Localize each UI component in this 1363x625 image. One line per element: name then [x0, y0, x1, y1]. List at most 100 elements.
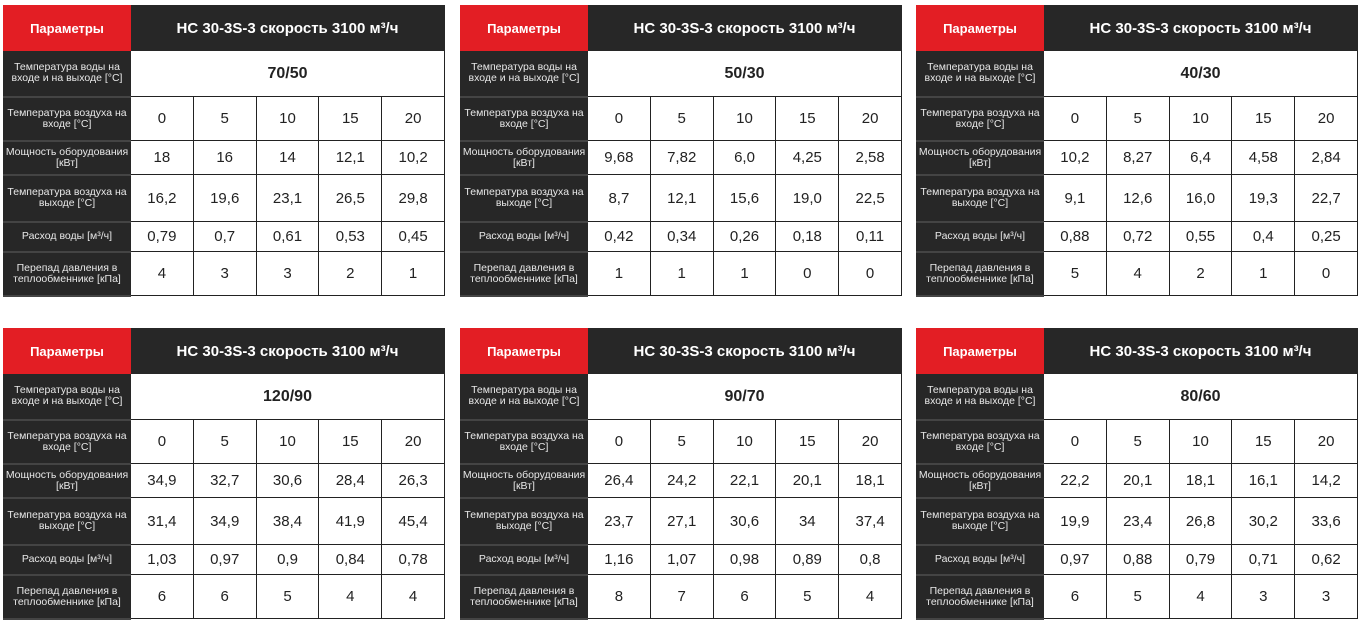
- params-header: Параметры: [916, 328, 1044, 374]
- cell-flow: 0,71: [1231, 544, 1296, 575]
- cell-air_out: 9,1: [1043, 174, 1107, 222]
- cell-flow: 0,79: [1168, 544, 1233, 575]
- cell-air_out: 30,6: [712, 497, 777, 545]
- cell-power: 10,2: [381, 140, 445, 175]
- row-label-pressure: Перепад давления в теплообменнике [кПа]: [3, 574, 131, 620]
- cell-flow: 0,89: [775, 544, 840, 575]
- row-label-water-temp: Температура воды на входе и на выходе [°…: [3, 50, 131, 98]
- spec-table: Параметры НС 30-3S-3 скорость 3100 м³/ч Те…: [916, 5, 1358, 297]
- row-label-air_in: Температура воздуха на входе [°C]: [3, 96, 131, 142]
- cell-air_in: 15: [318, 96, 383, 141]
- row-label-air_out: Температура воздуха на выходе [°C]: [460, 497, 588, 546]
- cell-air_in: 10: [1168, 96, 1233, 141]
- cell-power: 14: [255, 140, 320, 175]
- cell-flow: 0,7: [192, 221, 257, 252]
- cell-air_in: 5: [1105, 96, 1170, 141]
- cell-power: 18: [130, 140, 194, 175]
- cell-flow: 0,88: [1043, 221, 1107, 252]
- water-temp-value: 50/30: [587, 50, 902, 97]
- cell-flow: 0,26: [712, 221, 777, 252]
- cell-flow: 0,9: [255, 544, 320, 575]
- cell-flow: 0,25: [1294, 221, 1358, 252]
- cell-air_out: 41,9: [318, 497, 383, 545]
- cell-power: 12,1: [318, 140, 383, 175]
- cell-air_out: 16,2: [130, 174, 194, 222]
- cell-flow: 0,45: [381, 221, 445, 252]
- cell-power: 16,1: [1231, 463, 1296, 498]
- cell-air_out: 34,9: [192, 497, 257, 545]
- row-label-power: Мощность оборудования [кВт]: [460, 463, 588, 499]
- row-label-power: Мощность оборудования [кВт]: [460, 140, 588, 176]
- cell-air_out: 38,4: [255, 497, 320, 545]
- cell-air_out: 8,7: [587, 174, 651, 222]
- cell-air_out: 26,5: [318, 174, 383, 222]
- cell-air_in: 15: [1231, 419, 1296, 464]
- cell-pressure: 4: [318, 574, 383, 619]
- cell-air_out: 33,6: [1294, 497, 1358, 545]
- cell-flow: 0,62: [1294, 544, 1358, 575]
- cell-flow: 0,4: [1231, 221, 1296, 252]
- cell-air_in: 5: [649, 96, 714, 141]
- cell-pressure: 6: [1043, 574, 1107, 619]
- cell-power: 20,1: [775, 463, 840, 498]
- cell-power: 2,84: [1294, 140, 1358, 175]
- cell-pressure: 3: [1294, 574, 1358, 619]
- cell-air_out: 23,4: [1105, 497, 1170, 545]
- cell-air_in: 10: [255, 96, 320, 141]
- cell-air_out: 37,4: [838, 497, 902, 545]
- cell-pressure: 7: [649, 574, 714, 619]
- cell-air_out: 22,7: [1294, 174, 1358, 222]
- cell-flow: 0,61: [255, 221, 320, 252]
- row-label-pressure: Перепад давления в теплообменнике [кПа]: [460, 574, 588, 620]
- cell-pressure: 8: [587, 574, 651, 619]
- cell-air_in: 10: [712, 419, 777, 464]
- cell-air_out: 23,1: [255, 174, 320, 222]
- cell-air_in: 5: [649, 419, 714, 464]
- cell-pressure: 4: [838, 574, 902, 619]
- row-label-pressure: Перепад давления в теплообменнике [кПа]: [460, 251, 588, 297]
- cell-pressure: 0: [1294, 251, 1358, 296]
- cell-air_in: 20: [1294, 96, 1358, 141]
- spec-table: Параметры НС 30-3S-3 скорость 3100 м³/ч Те…: [916, 328, 1358, 620]
- cell-pressure: 4: [130, 251, 194, 296]
- row-label-pressure: Перепад давления в теплообменнике [кПа]: [916, 574, 1044, 620]
- cell-pressure: 5: [1105, 574, 1170, 619]
- cell-power: 26,4: [587, 463, 651, 498]
- cell-pressure: 6: [712, 574, 777, 619]
- model-header: НС 30-3S-3 скорость 3100 м³/ч: [1043, 328, 1358, 374]
- cell-pressure: 1: [649, 251, 714, 296]
- row-label-flow: Расход воды [м³/ч]: [3, 221, 131, 253]
- cell-pressure: 3: [1231, 574, 1296, 619]
- spec-table: Параметры НС 30-3S-3 скорость 3100 м³/ч Те…: [3, 328, 445, 620]
- row-label-air_out: Температура воздуха на выходе [°C]: [3, 497, 131, 546]
- row-label-flow: Расход воды [м³/ч]: [460, 221, 588, 253]
- row-label-air_in: Температура воздуха на входе [°C]: [460, 96, 588, 142]
- row-label-air_out: Температура воздуха на выходе [°C]: [916, 497, 1044, 546]
- row-label-air_in: Температура воздуха на входе [°C]: [916, 419, 1044, 465]
- cell-air_out: 31,4: [130, 497, 194, 545]
- model-header: НС 30-3S-3 скорость 3100 м³/ч: [587, 328, 902, 374]
- row-label-air_in: Температура воздуха на входе [°C]: [3, 419, 131, 465]
- row-label-air_out: Температура воздуха на выходе [°C]: [916, 174, 1044, 223]
- cell-flow: 1,16: [587, 544, 651, 575]
- cell-power: 28,4: [318, 463, 383, 498]
- cell-pressure: 0: [838, 251, 902, 296]
- cell-air_out: 12,1: [649, 174, 714, 222]
- cell-air_in: 5: [1105, 419, 1170, 464]
- row-label-flow: Расход воды [м³/ч]: [916, 544, 1044, 576]
- cell-air_in: 15: [775, 96, 840, 141]
- cell-pressure: 4: [1168, 574, 1233, 619]
- cell-pressure: 5: [775, 574, 840, 619]
- cell-power: 30,6: [255, 463, 320, 498]
- cell-pressure: 2: [1168, 251, 1233, 296]
- cell-air_in: 20: [838, 419, 902, 464]
- row-label-pressure: Перепад давления в теплообменнике [кПа]: [3, 251, 131, 297]
- cell-power: 32,7: [192, 463, 257, 498]
- cell-flow: 0,88: [1105, 544, 1170, 575]
- params-header: Параметры: [460, 5, 588, 51]
- cell-air_in: 5: [192, 96, 257, 141]
- row-label-water-temp: Температура воды на входе и на выходе [°…: [3, 373, 131, 421]
- cell-air_in: 15: [318, 419, 383, 464]
- cell-flow: 0,11: [838, 221, 902, 252]
- cell-pressure: 0: [775, 251, 840, 296]
